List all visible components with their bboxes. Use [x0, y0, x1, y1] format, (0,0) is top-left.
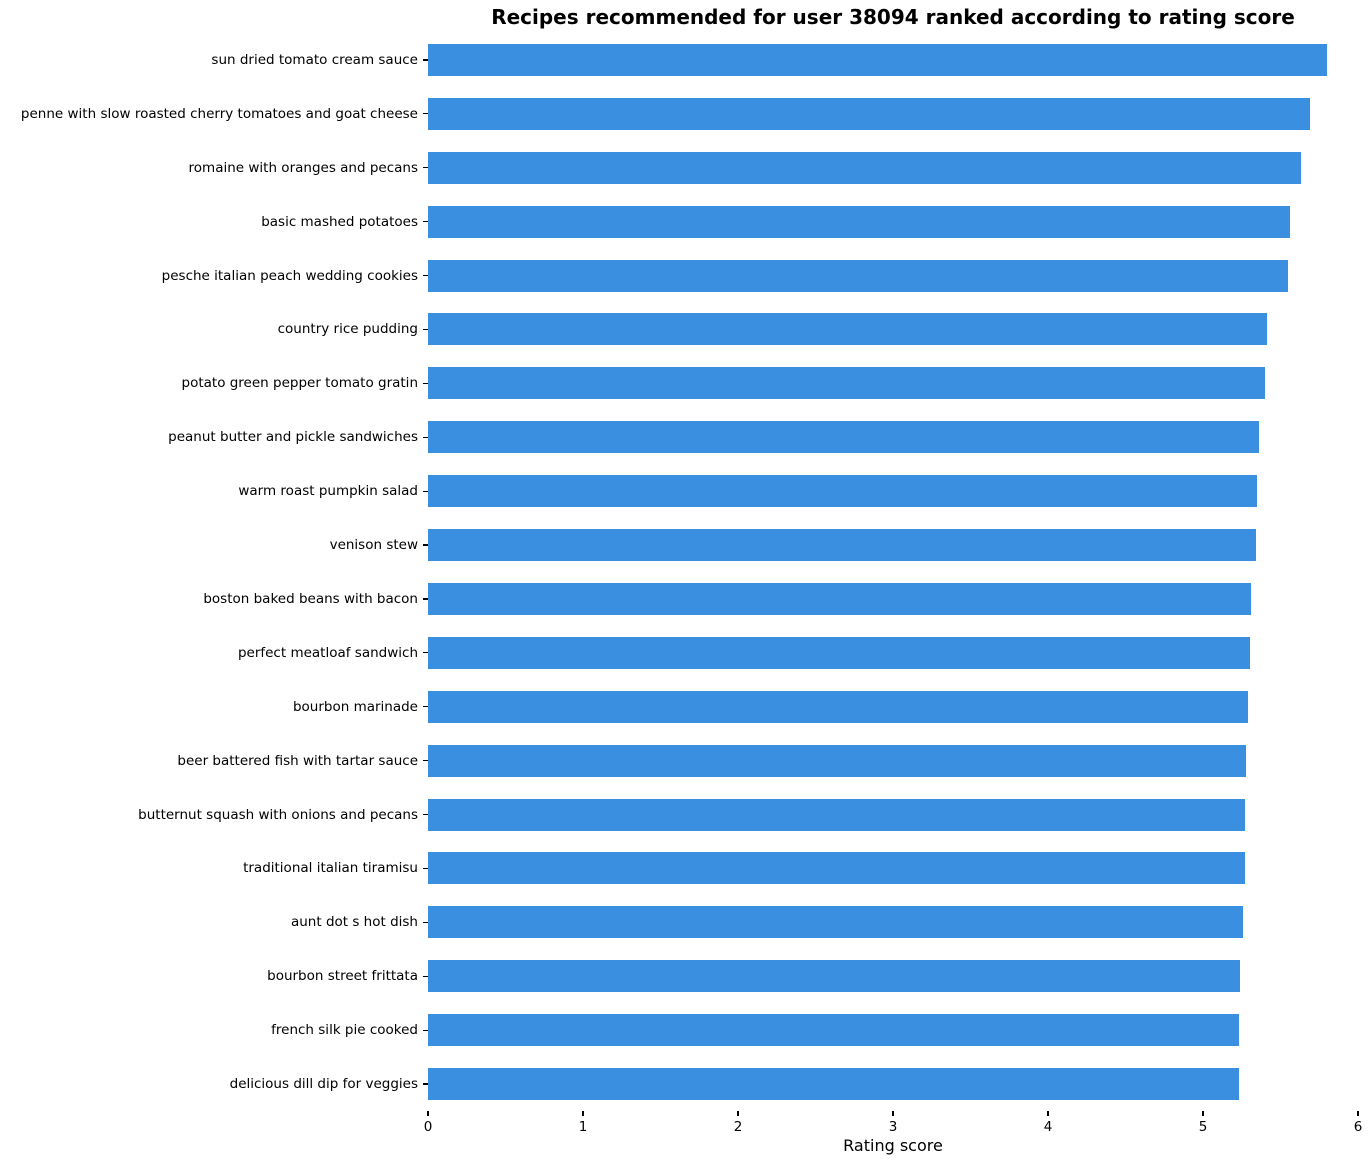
y-tick-label: potato green pepper tomato gratin [181, 375, 419, 392]
x-tick-label: 6 [1353, 1119, 1363, 1135]
x-axis-label: Rating score [843, 1136, 943, 1155]
y-tick-label: penne with slow roasted cherry tomatoes … [20, 105, 418, 122]
x-tick-label: 2 [733, 1119, 743, 1135]
bar [428, 1014, 1239, 1047]
x-tick-label: 1 [578, 1119, 588, 1135]
y-tick-label: aunt dot s hot dish [290, 914, 418, 931]
bar [428, 798, 1245, 831]
bar [428, 421, 1259, 454]
y-tick-label: bourbon marinade [292, 698, 418, 715]
bar [428, 529, 1256, 562]
y-tick-mark [423, 490, 428, 492]
y-tick-label: venison stew [329, 537, 418, 554]
x-tick-label: 5 [1198, 1119, 1208, 1135]
bar [428, 97, 1310, 130]
y-tick-label: boston baked beans with bacon [203, 590, 418, 607]
y-tick-mark [423, 598, 428, 600]
bar [428, 313, 1267, 346]
y-tick-mark [423, 867, 428, 870]
bar [428, 960, 1241, 993]
bar [428, 259, 1289, 292]
y-tick-label: delicious dill dip for veggies [229, 1076, 418, 1093]
bar [428, 367, 1265, 400]
y-tick-label: bourbon street frittata [267, 968, 418, 985]
x-tick-mark [582, 1111, 584, 1116]
bar [428, 475, 1258, 508]
y-tick-mark [423, 1083, 428, 1085]
y-tick-mark [423, 544, 428, 546]
x-tick-mark [892, 1111, 894, 1116]
y-tick-mark [423, 328, 428, 331]
y-tick-label: butternut squash with onions and pecans [138, 806, 418, 823]
x-tick-label: 0 [423, 1119, 433, 1135]
x-tick-mark [1202, 1111, 1204, 1116]
x-tick-label: 3 [888, 1119, 898, 1135]
x-tick-mark [1047, 1111, 1049, 1116]
y-tick-mark [423, 1029, 428, 1031]
bar [428, 151, 1301, 184]
chart-title: Recipes recommended for user 38094 ranke… [491, 5, 1295, 29]
y-tick-mark [423, 221, 428, 223]
x-tick-label: 4 [1043, 1119, 1053, 1135]
x-tick-mark [737, 1111, 739, 1116]
y-tick-label: country rice pudding [277, 321, 418, 338]
y-tick-label: traditional italian tiramisu [243, 860, 418, 877]
y-tick-label: french silk pie cooked [271, 1022, 418, 1039]
bar [428, 205, 1290, 238]
y-tick-label: pesche italian peach wedding cookies [161, 267, 418, 284]
y-tick-mark [423, 652, 428, 654]
y-tick-mark [423, 274, 428, 277]
y-tick-label: romaine with oranges and pecans [188, 159, 418, 176]
y-tick-label: basic mashed potatoes [261, 213, 418, 230]
bar [428, 43, 1327, 76]
bar [428, 906, 1244, 939]
y-tick-mark [423, 760, 428, 762]
y-tick-label: sun dried tomato cream sauce [211, 51, 418, 68]
x-tick-mark [1357, 1111, 1359, 1116]
y-tick-mark [423, 975, 428, 977]
bar [428, 744, 1247, 777]
x-tick-mark [427, 1111, 429, 1116]
y-tick-mark [423, 921, 428, 923]
bar [428, 1068, 1239, 1101]
y-tick-mark [423, 706, 428, 708]
bar [428, 582, 1252, 615]
y-tick-mark [423, 813, 428, 816]
y-tick-mark [423, 382, 428, 384]
y-tick-label: peanut butter and pickle sandwiches [168, 429, 418, 446]
y-tick-label: warm roast pumpkin salad [238, 483, 418, 500]
y-tick-mark [423, 436, 428, 438]
bar [428, 690, 1248, 723]
y-tick-label: perfect meatloaf sandwich [237, 644, 418, 661]
y-tick-mark [423, 59, 428, 61]
y-tick-mark [423, 113, 428, 115]
y-tick-label: beer battered fish with tartar sauce [177, 752, 418, 769]
y-tick-mark [423, 167, 428, 169]
bar [428, 636, 1250, 669]
bar [428, 852, 1245, 885]
